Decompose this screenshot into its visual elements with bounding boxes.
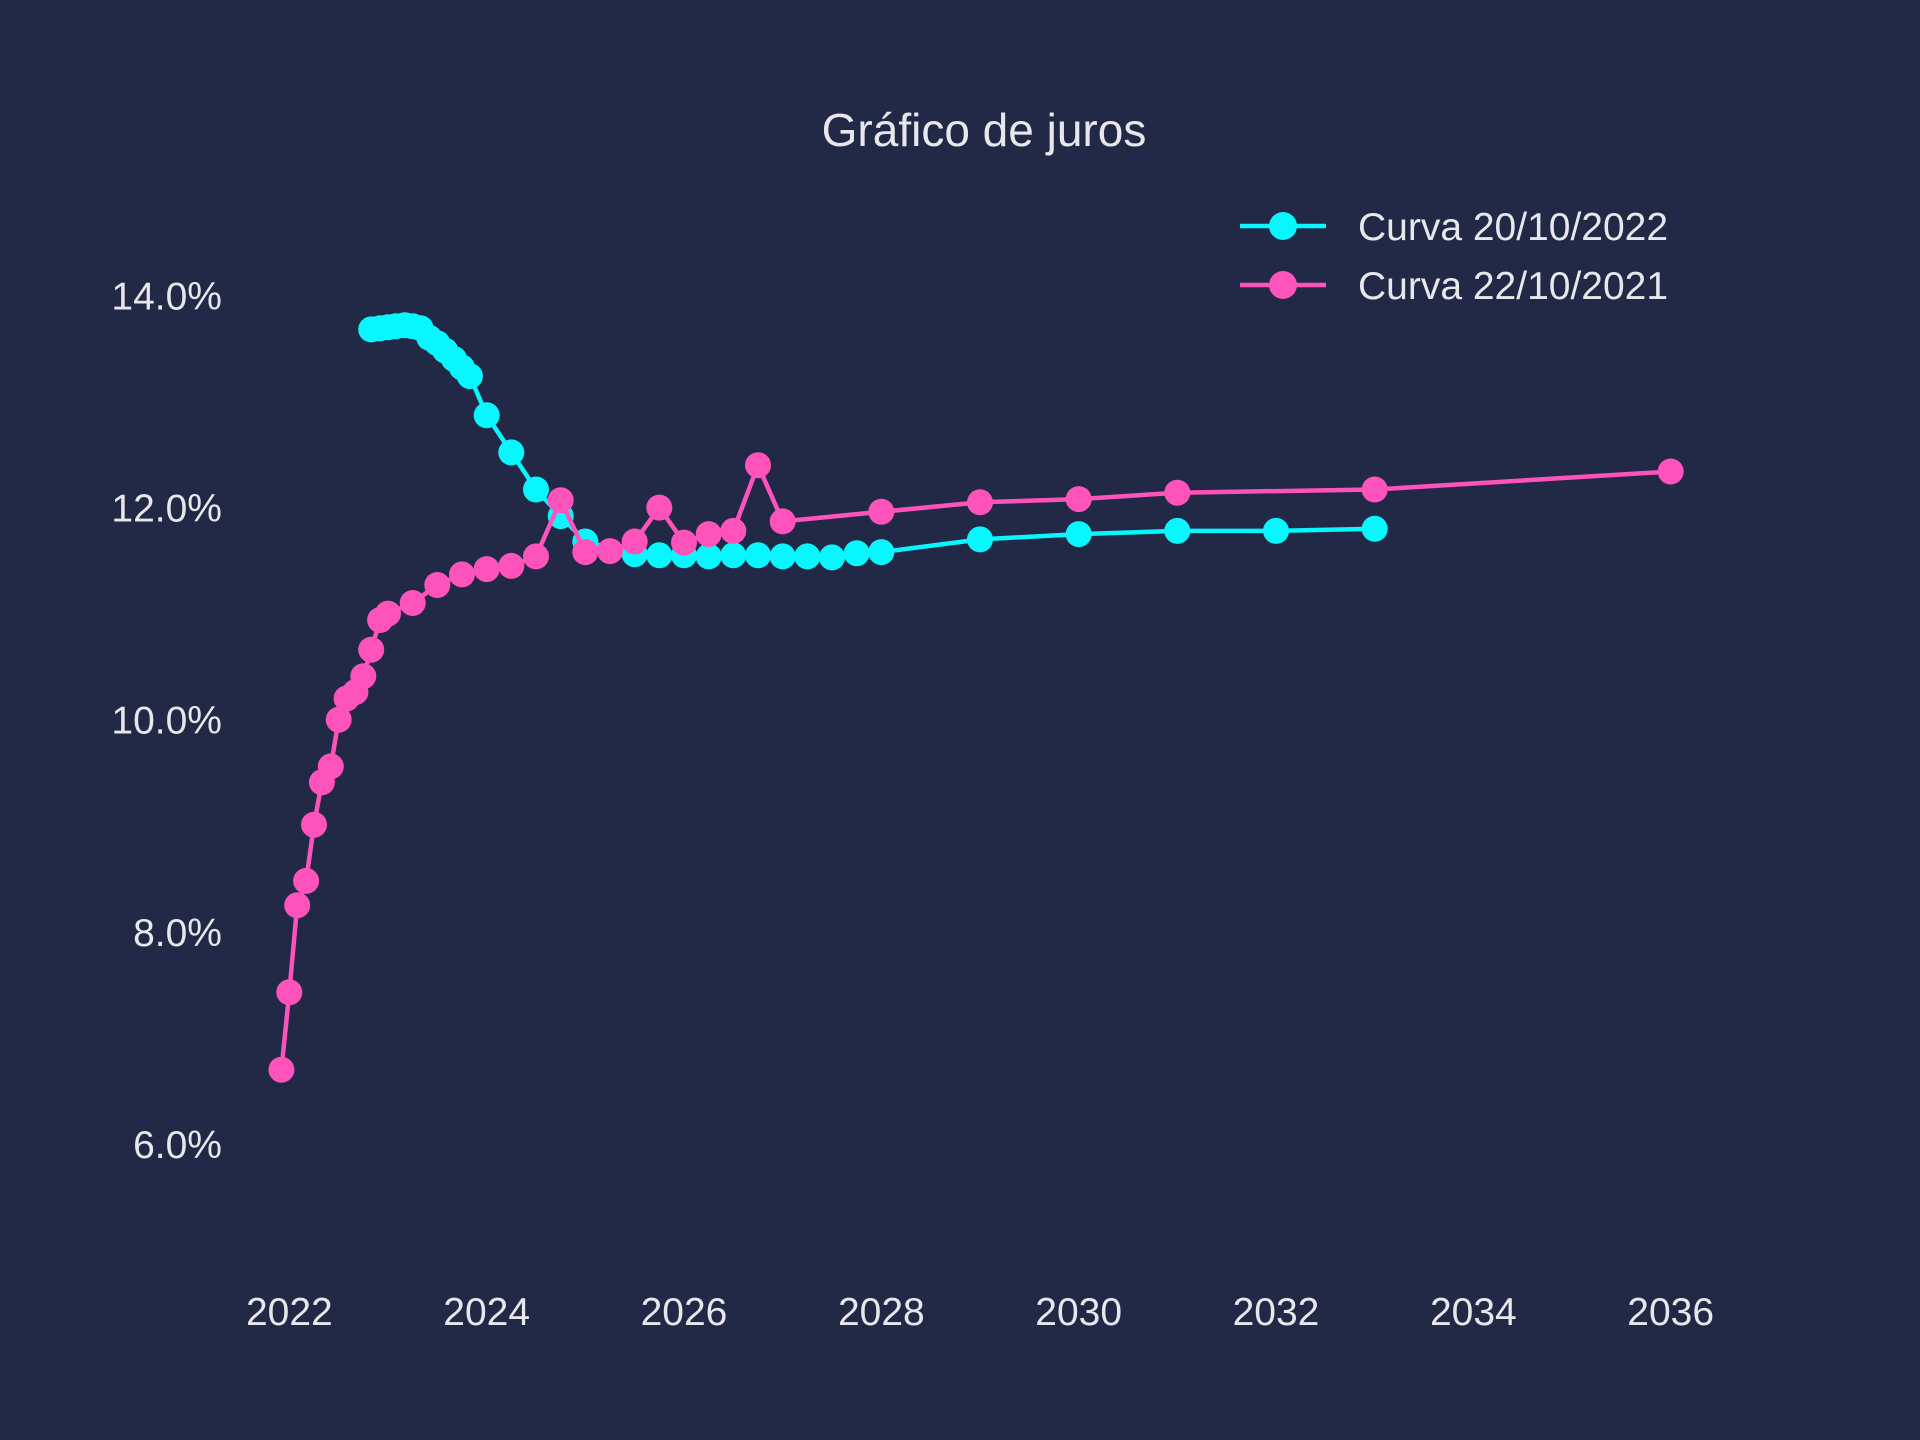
y-axis-ticks: 6.0% 8.0% 10.0% 12.0% 14.0% — [111, 275, 222, 1166]
data-point — [1361, 476, 1388, 503]
x-tick-label: 2022 — [246, 1291, 333, 1334]
data-point — [1361, 515, 1388, 542]
data-point — [1263, 517, 1289, 544]
x-tick-label: 2032 — [1233, 1291, 1320, 1334]
x-tick-label: 2024 — [443, 1291, 530, 1334]
x-axis-ticks: 2022 2024 2026 2028 2030 2032 2034 2036 — [246, 1291, 1714, 1334]
data-point — [646, 542, 673, 569]
x-tick-label: 2028 — [838, 1291, 925, 1334]
data-point — [449, 561, 475, 588]
data-point — [868, 498, 895, 525]
data-point — [293, 867, 320, 894]
y-tick-label: 12.0% — [111, 488, 222, 531]
data-point — [572, 539, 599, 566]
data-point — [498, 552, 525, 579]
data-point — [301, 811, 327, 838]
x-tick-label: 2030 — [1035, 1291, 1122, 1334]
data-point — [375, 600, 401, 627]
series-layer — [268, 312, 1684, 1083]
data-point — [695, 543, 722, 570]
data-point — [745, 452, 771, 479]
data-point — [1065, 486, 1092, 513]
data-point — [769, 543, 796, 570]
data-point — [473, 402, 500, 429]
data-point — [695, 521, 722, 548]
data-point — [720, 517, 747, 544]
series-2 — [268, 452, 1684, 1083]
data-point — [456, 363, 483, 390]
data-point — [523, 543, 549, 570]
data-point — [1164, 479, 1191, 506]
data-point — [621, 528, 648, 555]
data-point — [745, 542, 771, 569]
x-tick-label: 2036 — [1627, 1291, 1714, 1334]
data-point — [843, 540, 870, 567]
data-point — [868, 539, 895, 566]
data-point — [473, 556, 500, 583]
data-point — [268, 1056, 295, 1083]
x-tick-label: 2034 — [1430, 1291, 1517, 1334]
data-point — [720, 542, 747, 569]
data-point — [597, 538, 623, 565]
chart-title: Gráfico de juros — [822, 104, 1147, 156]
y-tick-label: 8.0% — [133, 912, 222, 955]
legend-item-1: Curva 20/10/2022 — [1240, 206, 1668, 249]
data-point — [358, 636, 385, 663]
data-point — [284, 892, 311, 919]
data-point — [769, 508, 796, 535]
data-point — [350, 663, 377, 690]
series-line — [279, 462, 1673, 1072]
data-point — [1065, 521, 1092, 548]
data-point — [276, 979, 303, 1006]
legend-marker — [1269, 212, 1297, 240]
series-line — [368, 322, 1377, 560]
x-tick-label: 2026 — [641, 1291, 728, 1334]
data-point — [1657, 458, 1684, 485]
legend-label: Curva 22/10/2021 — [1358, 265, 1668, 308]
legend-marker — [1269, 271, 1297, 299]
data-point — [967, 489, 993, 516]
data-point — [498, 439, 525, 466]
data-point — [523, 476, 549, 503]
data-point — [317, 753, 344, 780]
y-tick-label: 6.0% — [133, 1124, 222, 1167]
data-point — [325, 706, 352, 733]
data-point — [794, 543, 821, 570]
data-point — [424, 572, 451, 598]
data-point — [967, 526, 993, 553]
y-tick-label: 14.0% — [111, 275, 222, 318]
data-point — [819, 544, 845, 571]
data-point — [1164, 517, 1191, 544]
data-point — [646, 494, 673, 521]
legend-item-2: Curva 22/10/2021 — [1240, 265, 1668, 308]
series-1 — [358, 312, 1388, 571]
data-point — [399, 590, 426, 616]
data-point — [547, 487, 574, 514]
y-tick-label: 10.0% — [111, 700, 222, 743]
data-point — [671, 529, 697, 556]
legend: Curva 20/10/2022 Curva 22/10/2021 — [1240, 206, 1668, 308]
legend-label: Curva 20/10/2022 — [1358, 206, 1668, 249]
